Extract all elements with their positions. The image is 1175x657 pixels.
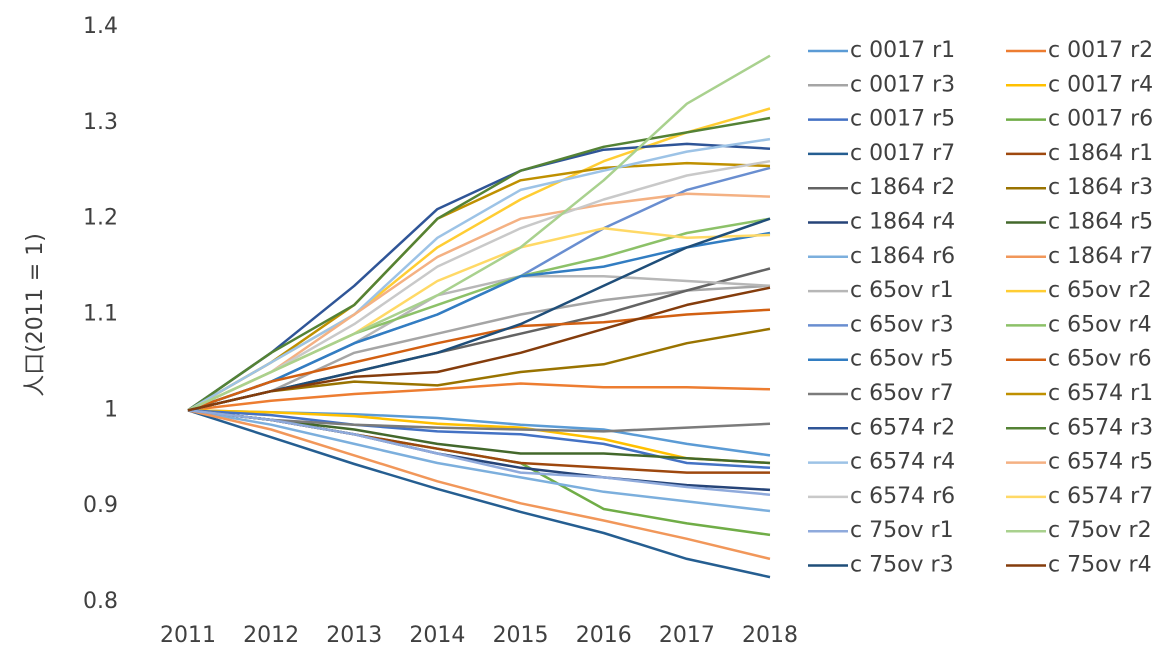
y-tick-label: 1.1	[83, 302, 118, 327]
legend-label: c 0017 r6	[1048, 107, 1153, 132]
x-tick-label: 2015	[493, 623, 549, 648]
series-line	[187, 409, 771, 470]
y-tick-label: 1.3	[83, 110, 118, 135]
legend-label: c 65ov r7	[850, 381, 954, 406]
y-tick-label: 1	[104, 397, 118, 422]
legend-label: c 1864 r3	[1048, 175, 1153, 200]
legend-label: c 0017 r5	[850, 107, 955, 132]
series-line	[187, 159, 771, 412]
x-tick-label: 2011	[160, 623, 216, 648]
series-line	[187, 409, 771, 579]
legend-label: c 6574 r1	[1048, 381, 1153, 406]
series-line	[187, 286, 771, 412]
series-line	[187, 382, 771, 412]
series-line	[187, 284, 771, 412]
x-tick-label: 2017	[659, 623, 715, 648]
legend-label: c 0017 r4	[1048, 72, 1153, 97]
legend-label: c 0017 r2	[1048, 38, 1153, 63]
legend-label: c 0017 r1	[850, 38, 955, 63]
series-line	[187, 409, 771, 496]
legend-label: c 1864 r2	[850, 175, 955, 200]
legend-label: c 0017 r7	[850, 141, 955, 166]
legend-label: c 1864 r5	[1048, 210, 1153, 235]
legend-label: c 65ov r6	[1048, 347, 1152, 372]
legend-label: c 1864 r7	[1048, 244, 1153, 269]
legend-label: c 0017 r3	[850, 72, 955, 97]
series-line	[187, 166, 771, 412]
legend-label: c 1864 r1	[1048, 141, 1153, 166]
legend-label: c 1864 r6	[850, 244, 955, 269]
x-tick-label: 2014	[409, 623, 465, 648]
legend-label: c 75ov r3	[850, 553, 954, 578]
y-tick-label: 0.8	[83, 589, 118, 614]
series-line	[187, 54, 771, 412]
series-line	[187, 142, 771, 412]
legend-label: c 6574 r4	[850, 450, 955, 475]
series-line	[187, 308, 771, 412]
series-line	[187, 409, 771, 465]
series-line	[187, 137, 771, 412]
legend-label: c 65ov r1	[850, 278, 954, 303]
x-tick-label: 2012	[243, 623, 299, 648]
x-tick-label: 2013	[326, 623, 382, 648]
y-tick-label: 0.9	[83, 493, 118, 518]
y-axis-title: 人口(2011 = 1)	[23, 233, 48, 397]
legend-label: c 6574 r3	[1048, 415, 1153, 440]
y-tick-label: 1.4	[83, 14, 118, 39]
legend-label: c 65ov r4	[1048, 312, 1152, 337]
x-tick-label: 2018	[742, 623, 798, 648]
series-line	[187, 409, 771, 433]
legend-label: c 6574 r7	[1048, 484, 1153, 509]
legend-label: c 6574 r5	[1048, 450, 1153, 475]
series-line	[187, 409, 771, 561]
legend-label: c 6574 r6	[850, 484, 955, 509]
legend-label: c 1864 r4	[850, 210, 955, 235]
series-line	[187, 231, 771, 412]
legend-label: c 65ov r3	[850, 312, 954, 337]
legend-label: c 65ov r2	[1048, 278, 1152, 303]
series-line	[187, 116, 771, 412]
series-line	[187, 227, 771, 412]
legend-label: c 75ov r1	[850, 518, 954, 543]
legend-label: c 6574 r2	[850, 415, 955, 440]
series-line	[187, 192, 771, 412]
series-line	[187, 161, 771, 412]
legend-label: c 75ov r4	[1048, 553, 1152, 578]
x-tick-label: 2016	[576, 623, 632, 648]
legend-label: c 65ov r5	[850, 347, 954, 372]
legend-label: c 75ov r2	[1048, 518, 1152, 543]
y-tick-label: 1.2	[83, 206, 118, 231]
series-line	[187, 409, 771, 513]
